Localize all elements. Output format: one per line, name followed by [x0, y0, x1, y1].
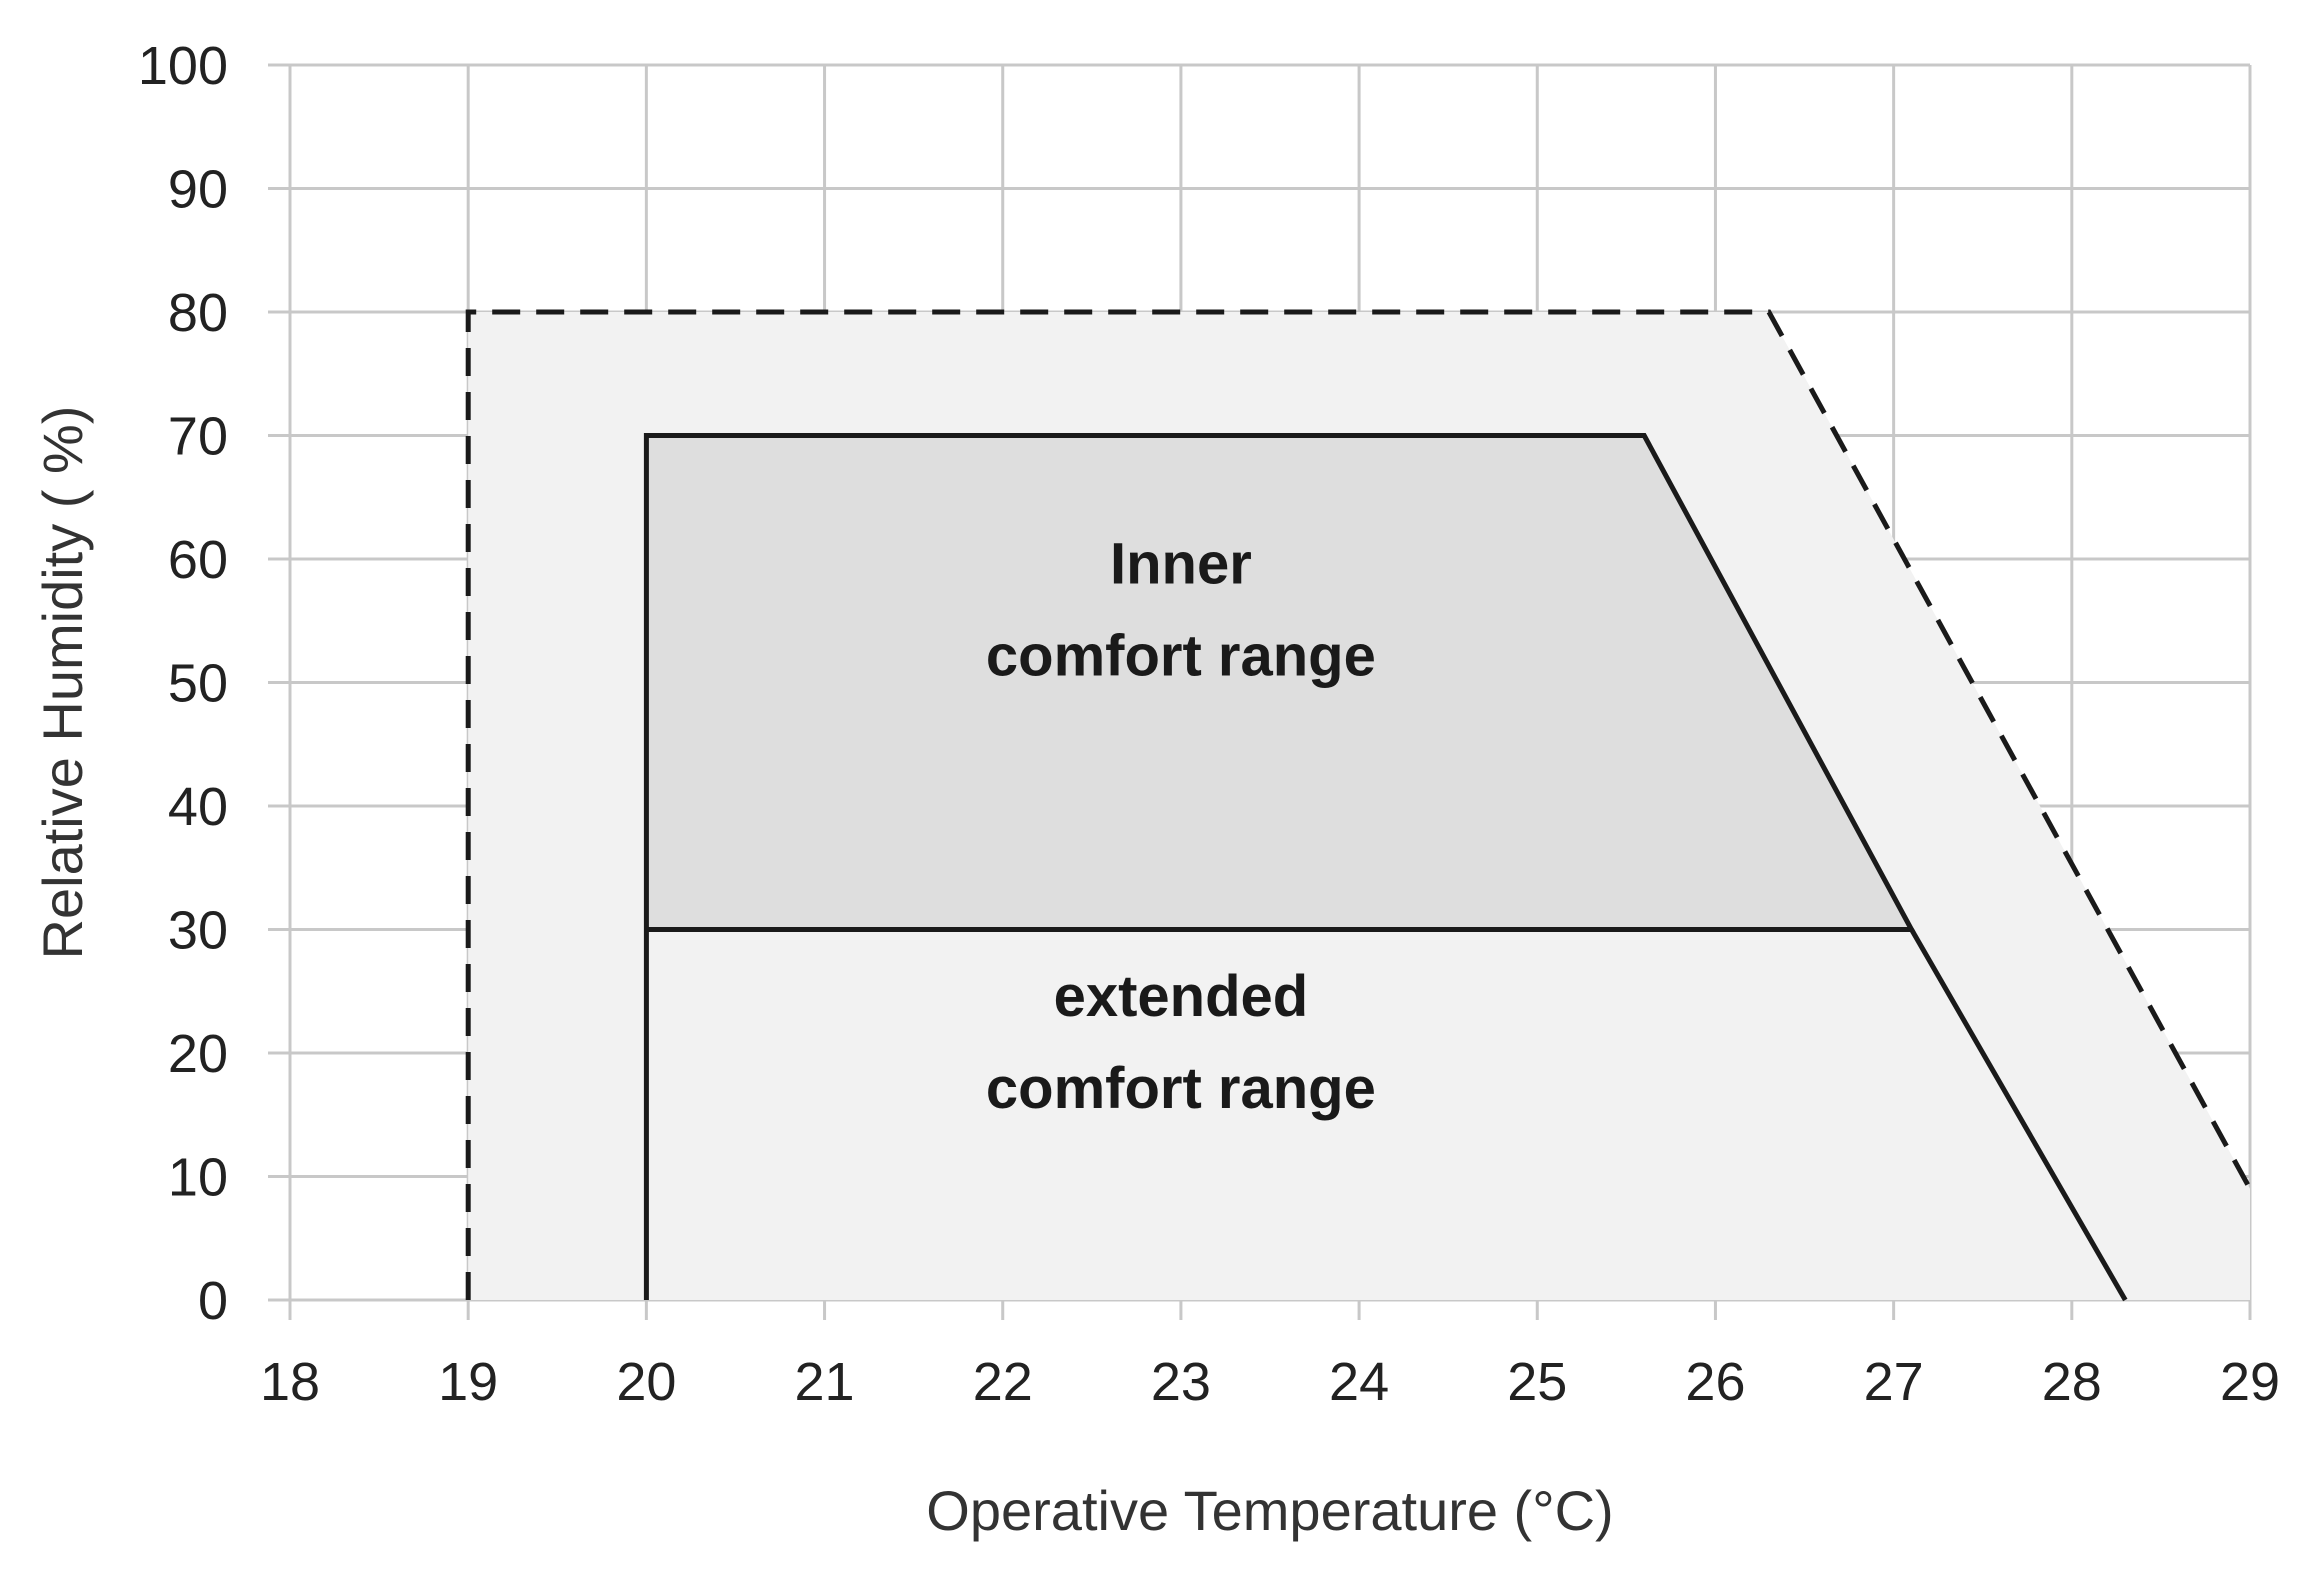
y-tick-label: 100: [138, 36, 228, 96]
inner-range-boundary: [643, 433, 1916, 932]
x-tick-label: 28: [2042, 1352, 2102, 1412]
y-tick-label: 40: [168, 777, 228, 837]
y-axis-title: Relative Humidity ( %): [31, 406, 94, 960]
y-tick-label: 20: [168, 1024, 228, 1084]
region-fills: [468, 312, 2251, 1300]
region-label-line: extended: [1054, 964, 1309, 1029]
y-tick-label: 30: [168, 901, 228, 961]
y-tick-label: 70: [168, 407, 228, 467]
extended-range-boundary: [465, 309, 2253, 1300]
y-tick-label: 80: [168, 283, 228, 343]
x-tick-label: 29: [2220, 1352, 2280, 1412]
extended-range-line: [1909, 928, 2128, 1302]
x-tick-label: 23: [1151, 1352, 1211, 1412]
inner-range-fill: [646, 435, 1912, 930]
x-tick-label: 20: [616, 1352, 676, 1412]
region-label-line: Inner: [1110, 532, 1252, 597]
x-tick-label: 24: [1329, 1352, 1389, 1412]
extended-range-label: extended comfort range: [986, 964, 1376, 1121]
x-tick-label: 22: [973, 1352, 1033, 1412]
boundary-lines: [465, 309, 2253, 1302]
x-tick-label: 18: [260, 1352, 320, 1412]
y-tick-label: 10: [168, 1148, 228, 1208]
y-tick-label: 60: [168, 530, 228, 590]
region-label-line: comfort range: [986, 1056, 1376, 1121]
y-tick-label: 50: [168, 654, 228, 714]
x-tick-label: 27: [1864, 1352, 1924, 1412]
inner-range-label: Inner comfort range: [986, 532, 1376, 689]
y-axis-ticks: 0 10 20 30 40 50 60 70 80 90 100: [138, 36, 228, 1331]
region-label-line: comfort range: [986, 624, 1376, 689]
x-tick-label: 26: [1685, 1352, 1745, 1412]
x-tick-label: 21: [795, 1352, 855, 1412]
region-labels: Inner comfort range extended comfort range: [986, 532, 1376, 1121]
y-tick-label: 90: [168, 160, 228, 220]
x-tick-label: 25: [1507, 1352, 1567, 1412]
x-axis-ticks: 18 19 20 21 22 23 24 25 26 27 28 29: [260, 1352, 2280, 1412]
x-axis-title: Operative Temperature (°C): [926, 1479, 1613, 1542]
x-tick-label: 19: [438, 1352, 498, 1412]
y-tick-label: 0: [198, 1271, 228, 1331]
